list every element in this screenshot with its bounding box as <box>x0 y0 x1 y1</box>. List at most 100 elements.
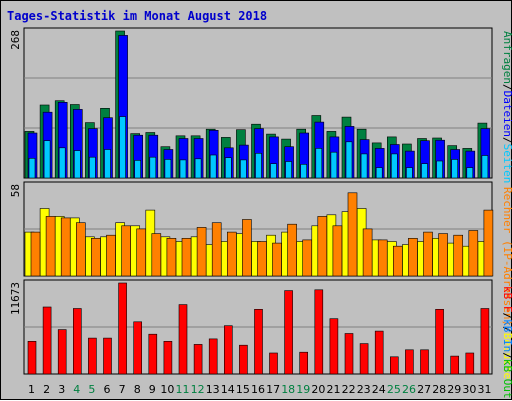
middle-bar-rechner-ip-adressen--day-21 <box>332 225 343 277</box>
middle-bar-rechner-ip-adressen--day-27 <box>423 231 433 277</box>
middle-bar-rechner-ip-adressen--day-20 <box>317 216 328 277</box>
top-bar-seiten-day-14 <box>225 157 232 179</box>
x-tick-label-day-9: 9 <box>149 383 156 396</box>
x-tick-label-day-14: 14 <box>221 383 235 396</box>
bottom-bar-kb-f-day-17 <box>269 352 278 375</box>
top-bar-seiten-day-23 <box>360 153 368 179</box>
middle-bar-rechner-ip-adressen--day-14 <box>227 231 237 277</box>
x-tick-label-day-15: 15 <box>236 383 250 396</box>
top-series-legend: Anfragen/Dateien/Seiten <box>501 31 512 183</box>
middle-bar-rechner-ip-adressen--day-6 <box>106 234 116 277</box>
bottom-bar-kb-f-day-31 <box>480 308 490 375</box>
x-tick-label-day-23: 23 <box>357 383 371 396</box>
middle-bar-rechner-ip-adressen--day-5 <box>91 238 101 277</box>
bottom-bar-kb-f-day-25 <box>389 356 399 375</box>
middle-bar-rechner-ip-adressen--day-8 <box>136 228 146 277</box>
bottom-series-legend: kB F/kB In/kB Out <box>501 286 512 399</box>
top-bar-seiten-day-9 <box>149 156 157 179</box>
top-bar-seiten-day-28 <box>436 160 443 179</box>
bottom-bar-kb-f-day-13 <box>208 338 218 375</box>
middle-bar-rechner-ip-adressen--day-1 <box>30 231 41 277</box>
bottom-bar-kb-f-day-2 <box>42 306 52 375</box>
middle-bar-rechner-ip-adressen--day-19 <box>302 239 313 277</box>
x-tick-label-day-28: 28 <box>432 383 446 396</box>
legend-entry: Rechner (IP-Adressen) <box>501 187 512 326</box>
bottom-bar-kb-f-day-28 <box>435 308 444 375</box>
top-bar-seiten-day-17 <box>270 163 277 179</box>
bottom-bar-kb-f-day-26 <box>405 349 414 375</box>
top-bar-seiten-day-20 <box>315 148 323 179</box>
middle-series-legend: Rechner (IP-Adressen) /Besuche <box>501 187 512 379</box>
top-ymax-label: 268 <box>9 30 22 50</box>
middle-bar-rechner-ip-adressen--day-7 <box>121 225 131 277</box>
middle-bar-rechner-ip-adressen--day-22 <box>347 192 358 277</box>
middle-bar-rechner-ip-adressen--day-29 <box>453 234 464 277</box>
bottom-bar-kb-f-day-5 <box>88 337 97 375</box>
bottom-bar-kb-f-day-23 <box>359 343 369 375</box>
x-tick-label-day-25: 25 <box>387 383 401 396</box>
x-tick-label-day-16: 16 <box>251 383 265 396</box>
bottom-bar-kb-f-day-16 <box>254 308 263 375</box>
x-tick-label-day-26: 26 <box>402 383 416 396</box>
bottom-bar-kb-f-day-21 <box>329 318 339 375</box>
x-tick-label-day-29: 29 <box>447 383 461 396</box>
top-bar-seiten-day-22 <box>345 141 353 179</box>
top-bar-seiten-day-12 <box>194 158 202 179</box>
bottom-bar-kb-f-day-4 <box>73 308 82 375</box>
top-bar-seiten-day-16 <box>255 153 262 179</box>
x-tick-label-day-6: 6 <box>104 383 111 396</box>
bottom-bar-kb-f-day-8 <box>133 321 142 375</box>
middle-bar-rechner-ip-adressen--day-24 <box>377 239 388 277</box>
middle-bar-rechner-ip-adressen--day-23 <box>362 228 373 277</box>
x-tick-label-day-24: 24 <box>372 383 386 396</box>
top-bar-seiten-day-8 <box>134 160 141 179</box>
legend-entry: Besuche <box>501 333 512 379</box>
x-tick-label-day-22: 22 <box>342 383 356 396</box>
top-bar-seiten-day-4 <box>74 150 81 179</box>
middle-bar-rechner-ip-adressen--day-15 <box>242 219 252 277</box>
top-bar-seiten-day-5 <box>89 156 96 179</box>
bottom-bar-kb-f-day-11 <box>178 304 188 375</box>
middle-bar-rechner-ip-adressen--day-9 <box>151 233 162 277</box>
bottom-bar-kb-f-day-18 <box>284 290 293 375</box>
x-tick-label-day-20: 20 <box>311 383 325 396</box>
middle-bar-rechner-ip-adressen--day-10 <box>166 238 177 277</box>
bottom-bar-kb-f-day-30 <box>465 352 475 375</box>
legend-entry: Anfragen <box>501 31 512 84</box>
middle-bar-rechner-ip-adressen--day-13 <box>211 222 222 277</box>
middle-bar-rechner-ip-adressen--day-28 <box>438 233 448 277</box>
middle-ymax-label: 58 <box>9 184 22 197</box>
bottom-bar-kb-f-day-15 <box>239 344 248 375</box>
top-bar-seiten-day-18 <box>285 161 292 179</box>
x-tick-label-day-8: 8 <box>134 383 141 396</box>
bottom-bar-kb-f-day-27 <box>420 349 429 375</box>
x-tick-label-day-4: 4 <box>73 383 80 396</box>
bottom-bar-kb-f-day-20 <box>314 289 324 375</box>
top-bar-seiten-day-21 <box>330 151 338 179</box>
middle-bar-rechner-ip-adressen--day-16 <box>257 241 267 277</box>
top-bar-seiten-day-29 <box>451 159 459 179</box>
middle-bar-rechner-ip-adressen--day-25 <box>392 245 403 277</box>
legend-entry: kB In <box>501 319 512 352</box>
middle-bar-rechner-ip-adressen--day-11 <box>181 238 192 277</box>
bottom-bar-kb-f-day-6 <box>103 337 112 375</box>
bottom-bar-kb-f-day-29 <box>450 355 460 375</box>
middle-bar-rechner-ip-adressen--day-31 <box>483 209 494 277</box>
x-tick-label-day-17: 17 <box>266 383 280 396</box>
top-bar-seiten-day-13 <box>209 154 217 179</box>
top-bar-seiten-day-15 <box>240 159 247 179</box>
middle-bar-rechner-ip-adressen--day-2 <box>45 216 56 277</box>
legend-entry: kB Out <box>501 359 512 399</box>
bottom-bar-kb-f-day-1 <box>27 340 37 375</box>
bottom-bar-kb-f-day-10 <box>163 340 173 375</box>
middle-bar-rechner-ip-adressen--day-18 <box>287 223 297 277</box>
bottom-bar-kb-f-day-24 <box>374 330 384 375</box>
x-tick-label-day-1: 1 <box>28 383 35 396</box>
x-tick-label-day-19: 19 <box>296 383 310 396</box>
x-tick-label-day-31: 31 <box>478 383 492 396</box>
top-bar-seiten-day-30 <box>466 167 474 179</box>
legend-entry: / <box>501 352 512 359</box>
x-tick-label-day-21: 21 <box>327 383 341 396</box>
legend-entry: / <box>501 84 512 91</box>
